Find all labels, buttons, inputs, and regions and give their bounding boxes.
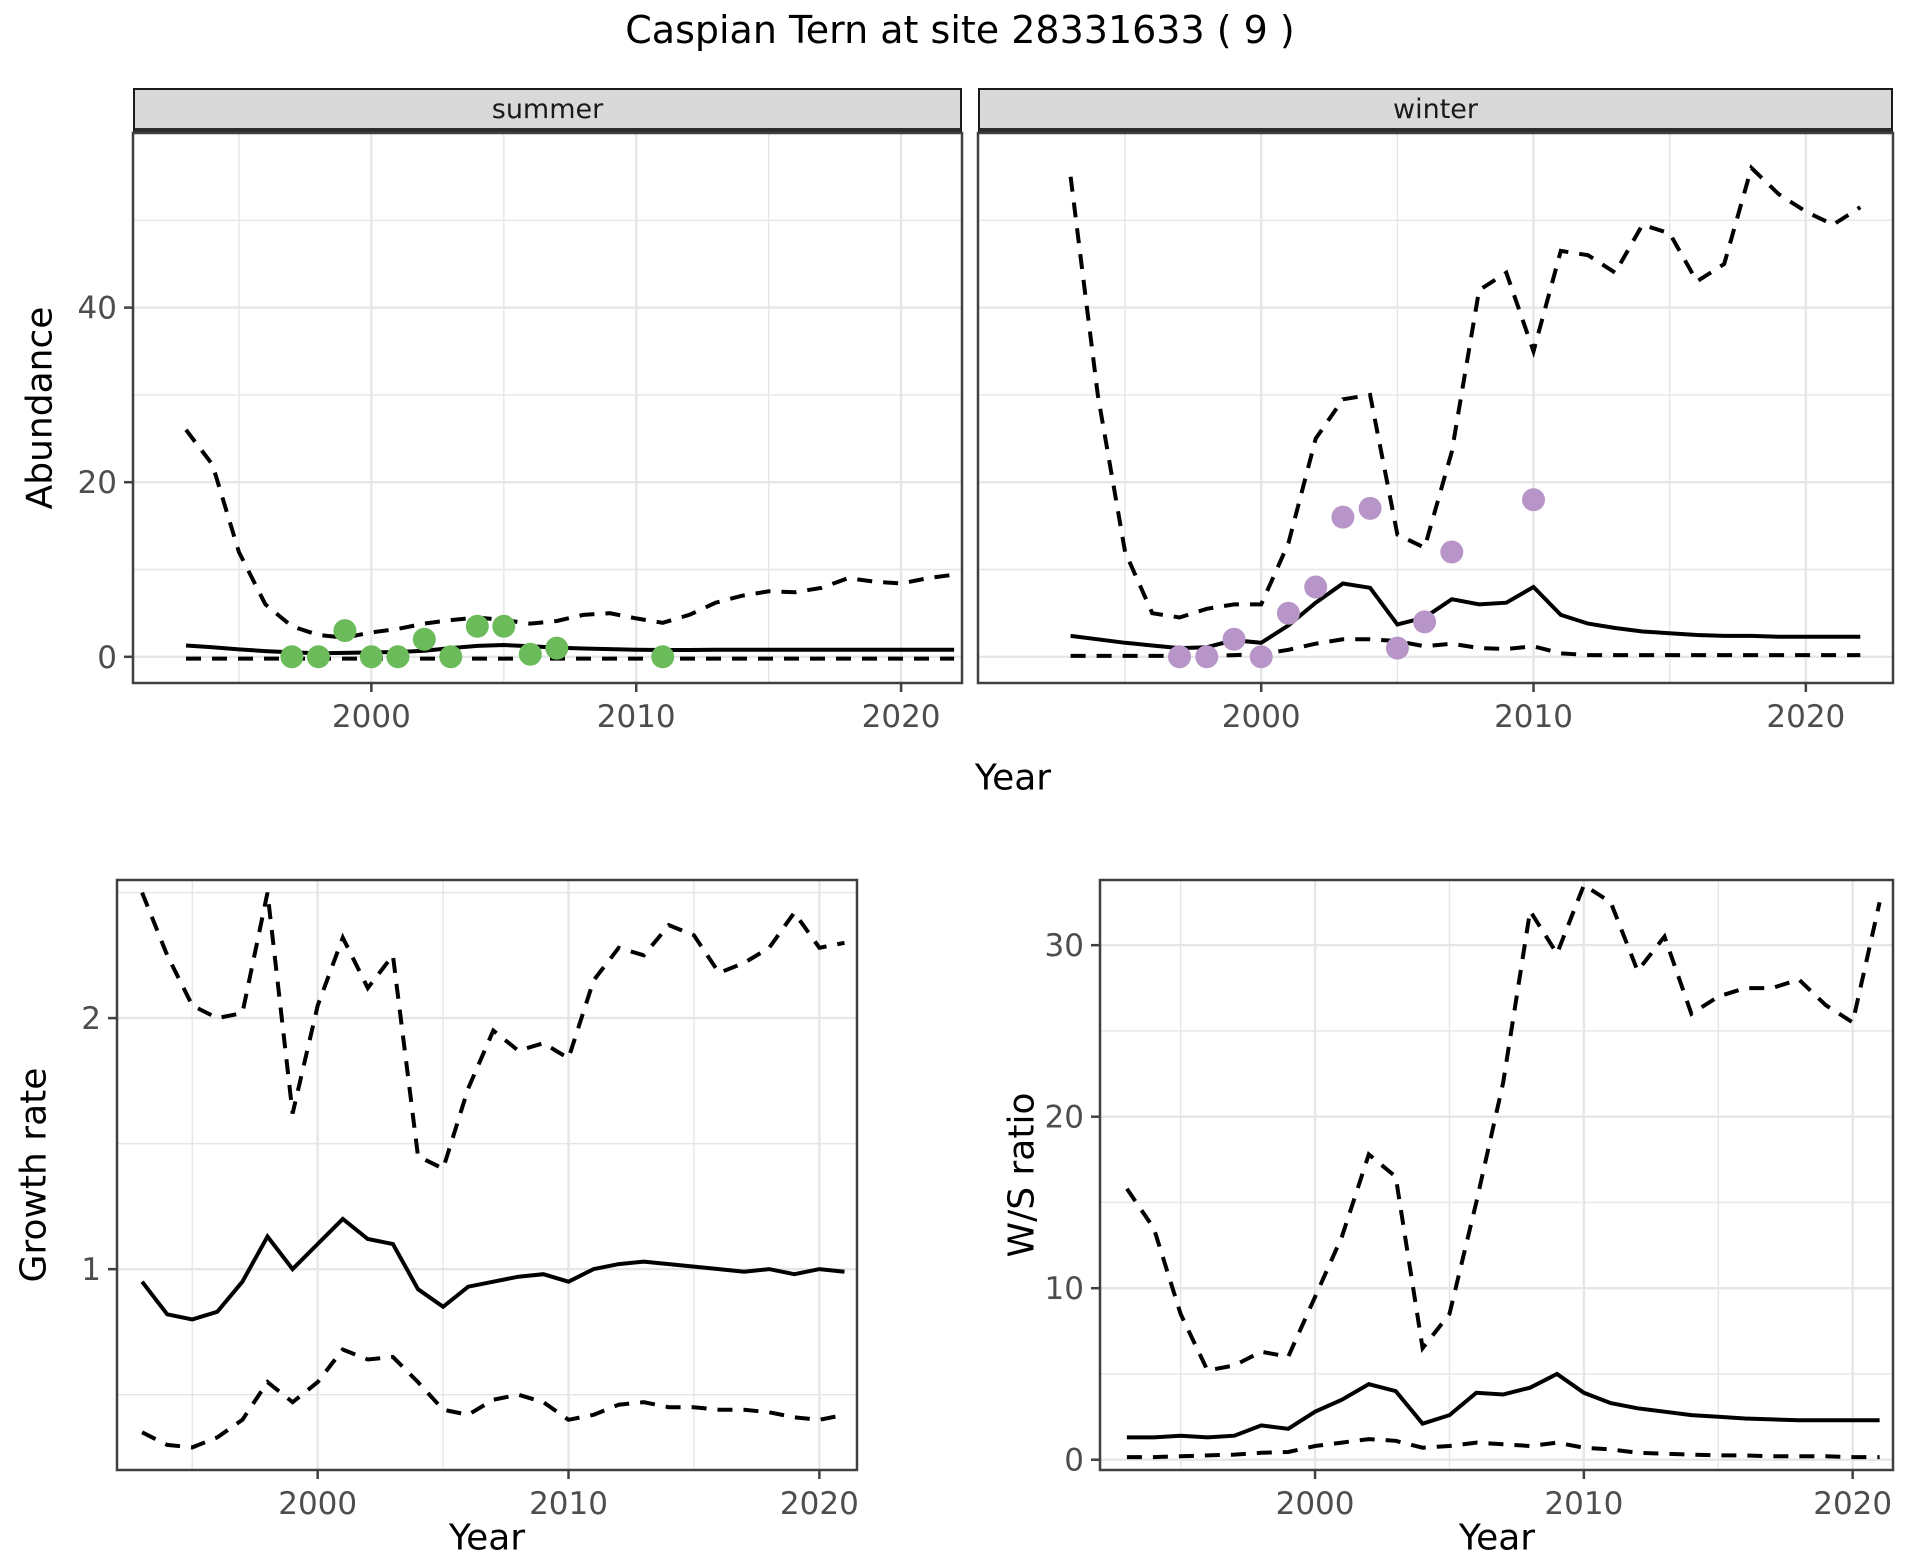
y-tick-label: 10 bbox=[1045, 1271, 1084, 1307]
x-tick-label: 2000 bbox=[1222, 699, 1301, 735]
facet-strip-summer: summer bbox=[133, 88, 962, 134]
y-tick-label: 30 bbox=[1045, 928, 1084, 964]
upper_ci-line-growth-rate bbox=[140, 891, 845, 1172]
facet-strip-winter-label: winter bbox=[1393, 93, 1478, 125]
observation-point bbox=[1358, 496, 1382, 520]
y-tick-label: 20 bbox=[1045, 1100, 1084, 1136]
observation-point bbox=[651, 645, 675, 669]
gridlines-ws-ratio bbox=[1100, 880, 1893, 1470]
x-tick-label: 2020 bbox=[780, 1486, 859, 1522]
gridlines-growth-rate bbox=[117, 880, 857, 1470]
observation-point bbox=[439, 645, 463, 669]
x-tick-label: 2000 bbox=[1276, 1486, 1355, 1522]
observation-point bbox=[412, 627, 436, 651]
observation-point bbox=[280, 645, 304, 669]
x-axis-label-year-bottom-left: Year bbox=[448, 1517, 526, 1559]
observation-point bbox=[1195, 645, 1219, 669]
observation-point bbox=[1522, 488, 1545, 512]
observation-points-abundance-winter bbox=[1168, 488, 1545, 669]
median-line-growth-rate bbox=[140, 1216, 845, 1322]
y-tick-label: 0 bbox=[97, 640, 117, 676]
observation-point bbox=[465, 614, 489, 638]
y-axis-growth-rate: 12 bbox=[81, 1001, 117, 1288]
x-tick-label: 2020 bbox=[1813, 1486, 1892, 1522]
observation-point bbox=[1440, 540, 1464, 564]
lower_ci-line-ws-ratio bbox=[1126, 1437, 1880, 1460]
page-title: Caspian Tern at site 28331633 ( 9 ) bbox=[625, 8, 1295, 52]
panel-border-abundance-summer bbox=[131, 131, 964, 685]
y-tick-label: 2 bbox=[81, 1001, 101, 1037]
median-line-abundance-winter bbox=[1070, 581, 1861, 651]
facet-strip-summer-label: summer bbox=[491, 93, 604, 125]
observation-point bbox=[1304, 575, 1328, 599]
observation-point bbox=[1385, 636, 1409, 660]
observation-point bbox=[386, 645, 410, 669]
x-axis-label-year-bottom-right: Year bbox=[1458, 1517, 1536, 1559]
observation-point bbox=[359, 645, 383, 669]
x-tick-label: 2020 bbox=[1766, 699, 1845, 735]
observation-point bbox=[518, 642, 542, 666]
x-axis-abundance-winter: 2000 2010 2020 bbox=[1222, 683, 1845, 735]
observation-point bbox=[1413, 610, 1437, 634]
panel-ws-ratio: 2000 2010 2020 0 10 20 30 bbox=[1045, 878, 1895, 1522]
gridlines-abundance-winter bbox=[978, 133, 1893, 683]
panel-abundance-summer: 2000 2010 2020 0 20 40 bbox=[78, 131, 964, 735]
observation-point bbox=[333, 619, 357, 643]
observation-point bbox=[1249, 645, 1273, 669]
panel-abundance-winter: 2000 2010 2020 bbox=[976, 131, 1895, 735]
gridlines-abundance-summer bbox=[133, 133, 962, 683]
y-tick-label: 40 bbox=[78, 291, 117, 327]
x-tick-label: 2000 bbox=[278, 1486, 357, 1522]
panel-border-growth-rate bbox=[115, 878, 859, 1472]
x-axis-abundance-summer: 2000 2010 2020 bbox=[332, 683, 941, 735]
y-tick-label: 0 bbox=[1064, 1443, 1084, 1479]
upper_ci-line-abundance-winter bbox=[1068, 164, 1862, 620]
lower_ci-line-growth-rate bbox=[141, 1347, 845, 1450]
x-tick-label: 2010 bbox=[1544, 1486, 1623, 1522]
upper_ci-line-ws-ratio bbox=[1125, 882, 1882, 1373]
observation-point bbox=[1276, 601, 1300, 625]
facet-strip-winter: winter bbox=[978, 88, 1893, 134]
observation-point bbox=[492, 614, 516, 638]
x-tick-label: 2010 bbox=[1494, 699, 1573, 735]
x-tick-label: 2010 bbox=[529, 1486, 608, 1522]
observation-point bbox=[306, 645, 330, 669]
y-axis-abundance-summer: 0 20 40 bbox=[78, 291, 133, 676]
observation-point bbox=[545, 636, 569, 660]
x-axis-growth-rate: 2000 2010 2020 bbox=[278, 1470, 859, 1522]
observation-point bbox=[1222, 627, 1246, 651]
panel-border-ws-ratio bbox=[1098, 878, 1895, 1472]
x-tick-label: 2000 bbox=[332, 699, 411, 735]
x-axis-ws-ratio: 2000 2010 2020 bbox=[1276, 1470, 1892, 1522]
y-tick-label: 1 bbox=[81, 1252, 101, 1288]
y-axis-ws-ratio: 0 10 20 30 bbox=[1045, 928, 1100, 1479]
observation-points-abundance-summer bbox=[280, 614, 675, 669]
x-axis-label-year-top: Year bbox=[974, 757, 1052, 799]
median-line-ws-ratio bbox=[1126, 1371, 1880, 1440]
upper_ci-line-abundance-summer bbox=[184, 428, 955, 640]
observation-point bbox=[1168, 645, 1191, 669]
panel-border-abundance-winter bbox=[976, 131, 1895, 685]
observation-point bbox=[1331, 505, 1355, 529]
x-tick-label: 2010 bbox=[597, 699, 676, 735]
x-tick-label: 2020 bbox=[862, 699, 941, 735]
y-tick-label: 20 bbox=[78, 465, 117, 501]
